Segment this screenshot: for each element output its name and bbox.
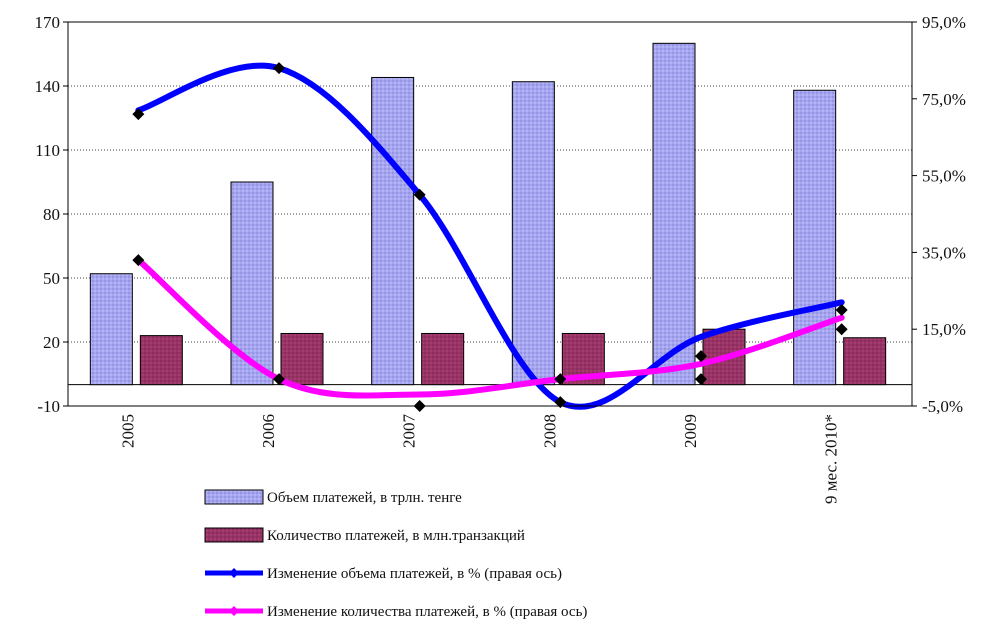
marker-volume-change [413,188,426,201]
bar-volume [511,81,555,386]
bar-volume [89,273,133,386]
marker-volume-change [273,62,285,75]
bar-volume [371,76,415,386]
x-tick-label: 2006 [259,414,278,448]
plot-area [67,21,913,412]
bar-count [280,332,324,386]
bar-count [139,335,183,386]
legend-label: Количество платежей, в млн.транзакций [267,528,525,544]
marker-volume-change [554,396,567,409]
left-axis: -10 20 50 80 110 140 170 [35,13,68,416]
marker-count-change [554,373,567,386]
left-tick-label: -10 [37,397,60,416]
x-tick-label: 2009 [681,414,700,448]
bar-volume [793,89,837,386]
left-tick-label: 110 [35,141,60,160]
left-tick-label: 80 [43,205,60,224]
marker-volume-change [835,304,848,316]
legend-swatch [204,527,264,543]
bar-volume [652,42,696,386]
marker-count-change [835,323,848,336]
x-axis: 2005 2006 2007 2008 2009 9 мес. 2010* [118,414,840,505]
right-tick-label: 35,0% [922,243,966,262]
x-tick-label: 9 мес. 2010* [822,414,841,504]
right-axis: -5,0% 15,0% 35,0% 55,0% 75,0% 95,0% [912,13,966,416]
legend: Объем платежей, в трлн. тенге Количество … [204,489,587,620]
x-tick-label: 2007 [400,414,419,449]
left-tick-label: 140 [35,77,61,96]
right-tick-label: 95,0% [922,13,966,32]
marker-volume-change [695,350,707,363]
marker-volume-change [132,108,145,121]
legend-label: Изменение объема платежей, в % (правая о… [267,566,562,582]
left-tick-label: 20 [43,333,60,352]
legend-marker [229,606,239,616]
right-tick-label: -5,0% [922,397,963,416]
line-count-change [135,257,845,399]
right-tick-label: 75,0% [922,90,966,109]
bar-count [421,332,465,386]
left-tick-label: 50 [43,269,60,288]
right-tick-label: 15,0% [922,320,966,339]
right-tick-label: 55,0% [922,167,966,186]
x-tick-label: 2008 [540,414,559,448]
line-volume-change [135,62,845,410]
legend-label: Объем платежей, в трлн. тенге [267,490,462,506]
bar-count [843,337,887,386]
marker-count-change [132,254,145,267]
legend-swatch [204,489,264,505]
marker-count-change [695,373,707,386]
marker-count-change [273,373,285,386]
left-tick-label: 170 [35,13,61,32]
legend-label: Изменение количества платежей, в % (прав… [267,604,587,620]
legend-marker [229,568,239,578]
x-tick-label: 2005 [118,414,137,448]
